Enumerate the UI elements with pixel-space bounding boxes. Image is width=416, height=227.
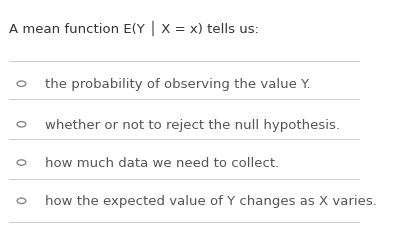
- Text: how much data we need to collect.: how much data we need to collect.: [45, 156, 280, 169]
- Text: whether or not to reject the null hypothesis.: whether or not to reject the null hypoth…: [45, 118, 340, 131]
- Text: the probability of observing the value Y.: the probability of observing the value Y…: [45, 78, 311, 91]
- Text: A mean function E(Y │ X = x) tells us:: A mean function E(Y │ X = x) tells us:: [9, 21, 259, 36]
- Text: how the expected value of Y changes as X varies.: how the expected value of Y changes as X…: [45, 195, 377, 207]
